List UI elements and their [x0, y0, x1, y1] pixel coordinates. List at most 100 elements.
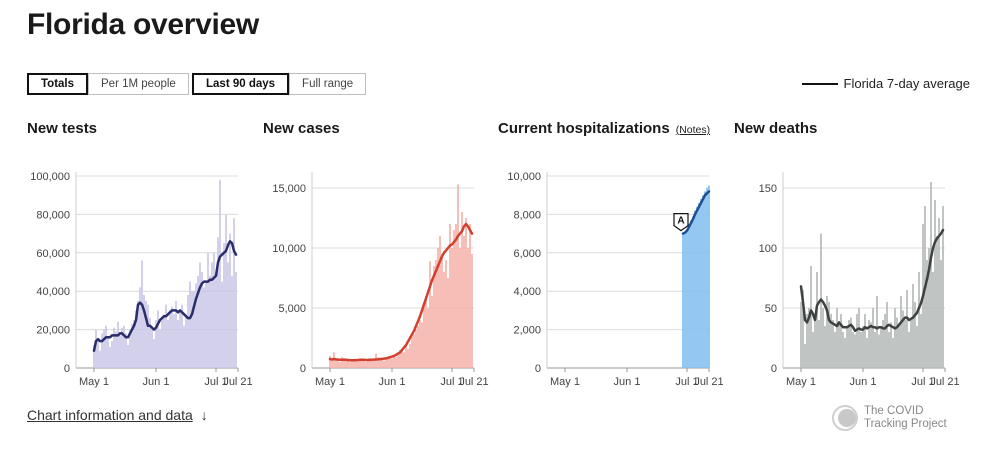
data-bar	[201, 272, 203, 368]
data-bar	[107, 337, 109, 368]
data-bar	[127, 344, 129, 368]
data-bar	[195, 283, 197, 368]
data-bar	[808, 308, 810, 368]
per-1m-people-toggle[interactable]: Per 1M people	[88, 73, 189, 95]
data-bar	[834, 332, 836, 368]
data-bar	[906, 290, 908, 368]
data-bar	[822, 308, 824, 368]
y-tick-label: 100,000	[30, 171, 70, 183]
data-bar	[844, 338, 846, 368]
ctp-logo-line1: The COVID	[864, 405, 924, 417]
data-bar	[105, 325, 107, 368]
data-bar	[207, 252, 209, 368]
data-bar	[117, 321, 119, 368]
y-tick-label: 150	[759, 183, 777, 195]
data-bar	[213, 252, 215, 368]
data-bar	[910, 320, 912, 368]
data-bar	[435, 260, 437, 368]
data-bar	[95, 329, 97, 368]
data-bar	[401, 351, 403, 368]
metric-toggle-group: Totals Per 1M people	[27, 73, 189, 95]
data-bar	[93, 344, 95, 368]
data-bar	[810, 266, 812, 368]
data-bar	[868, 320, 870, 368]
data-bar	[181, 304, 183, 368]
charts-canvas: 0 20,000 40,000 60,000 80,000 100,000 May 1 Jun…	[30, 171, 959, 388]
data-bar	[385, 359, 387, 368]
data-bar	[872, 308, 874, 368]
data-bar	[942, 206, 944, 368]
last-90-days-toggle[interactable]: Last 90 days	[192, 73, 290, 95]
data-bar	[121, 327, 123, 368]
data-bar	[463, 236, 465, 368]
totals-toggle[interactable]: Totals	[27, 73, 89, 95]
data-bar	[453, 230, 455, 368]
y-tick-label: 20,000	[36, 325, 70, 337]
data-bar	[692, 216, 694, 368]
data-bar	[421, 322, 423, 368]
data-bar	[439, 236, 441, 368]
data-bar	[345, 360, 347, 368]
data-bar	[806, 314, 808, 368]
data-bar	[894, 308, 896, 368]
y-tick-label: 8,000	[513, 209, 541, 221]
data-bar	[419, 320, 421, 368]
y-tick-label: 4,000	[513, 286, 541, 298]
data-bar	[866, 338, 868, 368]
data-bar	[167, 320, 169, 368]
data-bar	[175, 300, 177, 368]
data-bar	[229, 233, 231, 368]
data-bar	[365, 362, 367, 368]
chart-information-link[interactable]: Chart information and data ↓	[27, 407, 208, 423]
notes-link[interactable]: (Notes)	[675, 124, 711, 136]
data-bar	[846, 326, 848, 368]
x-tick-label: Jun 1	[614, 376, 641, 388]
data-bar	[425, 296, 427, 368]
data-bar	[449, 224, 451, 368]
average-line	[681, 190, 711, 235]
data-bar	[185, 314, 187, 368]
data-bar	[411, 336, 413, 368]
data-bar	[339, 362, 341, 368]
hospitalizations-title: Current hospitalizations (Notes)	[498, 120, 710, 137]
data-bar	[119, 335, 121, 368]
data-bar	[367, 359, 369, 368]
new-cases-title: New cases	[263, 120, 340, 137]
x-tick-label: Jul 21	[459, 376, 488, 388]
new-deaths-title: New deaths	[734, 120, 818, 137]
data-bar	[103, 329, 105, 368]
data-bar	[447, 278, 449, 368]
data-bar	[123, 325, 125, 368]
data-bar	[443, 272, 445, 368]
data-bar	[690, 220, 692, 368]
data-bar	[886, 302, 888, 368]
data-bar	[395, 357, 397, 368]
data-bar	[852, 332, 854, 368]
data-bar	[233, 218, 235, 368]
data-bar	[135, 310, 137, 368]
annotation-marker-shape	[673, 213, 689, 232]
data-bar	[896, 317, 898, 368]
x-tick-label: Jun 1	[379, 376, 406, 388]
data-bar	[457, 184, 459, 368]
data-bar	[431, 296, 433, 368]
data-bar	[383, 360, 385, 368]
data-bar	[357, 359, 359, 368]
x-tick-label: May 1	[786, 376, 816, 388]
data-bar	[828, 302, 830, 368]
data-bar	[415, 329, 417, 368]
average-line	[799, 228, 945, 333]
data-bar	[393, 354, 395, 368]
data-bar	[161, 318, 163, 368]
data-bar	[111, 341, 113, 368]
data-bar	[804, 344, 806, 368]
data-bar	[467, 248, 469, 368]
data-bar	[469, 224, 471, 368]
average-line	[328, 222, 474, 362]
data-bar	[169, 310, 171, 368]
data-bar	[113, 327, 115, 368]
data-bar	[131, 323, 133, 368]
full-range-toggle[interactable]: Full range	[289, 73, 367, 95]
data-bar	[143, 295, 145, 368]
data-bar	[926, 260, 928, 368]
